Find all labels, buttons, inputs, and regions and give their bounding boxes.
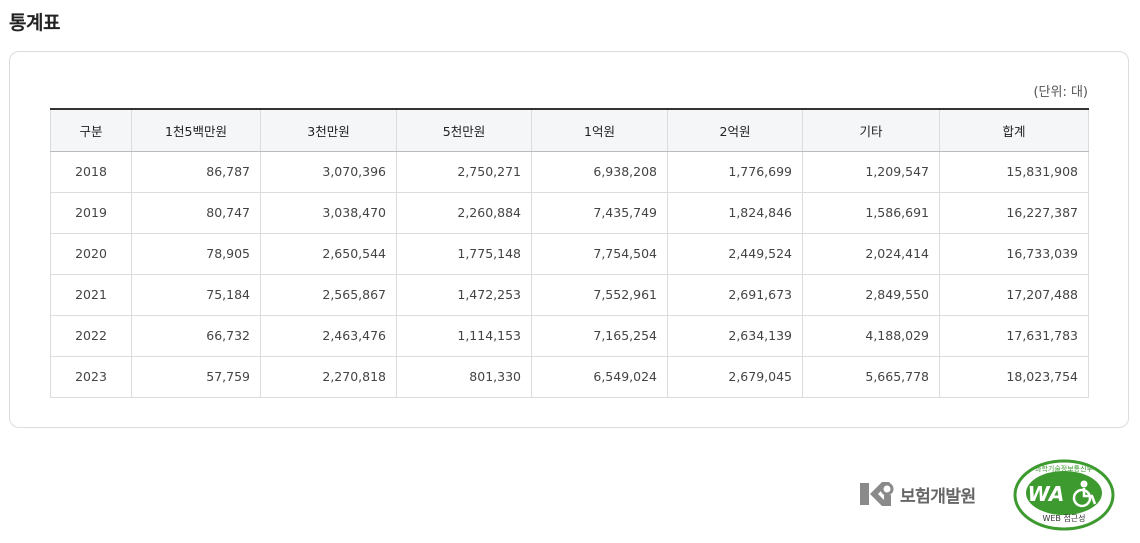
value-cell: 18,023,754 bbox=[939, 356, 1089, 398]
value-cell: 86,787 bbox=[131, 151, 261, 193]
year-cell: 2018 bbox=[50, 151, 132, 193]
year-cell: 2019 bbox=[50, 192, 132, 234]
value-cell: 4,188,029 bbox=[802, 315, 940, 357]
value-cell: 7,552,961 bbox=[531, 274, 668, 316]
value-cell: 1,824,846 bbox=[667, 192, 803, 234]
value-cell: 57,759 bbox=[131, 356, 261, 398]
value-cell: 1,775,148 bbox=[396, 233, 532, 275]
column-header: 1천5백만원 bbox=[131, 108, 261, 152]
value-cell: 2,849,550 bbox=[802, 274, 940, 316]
column-header: 합계 bbox=[939, 108, 1089, 152]
column-header: 기타 bbox=[802, 108, 940, 152]
value-cell: 1,472,253 bbox=[396, 274, 532, 316]
value-cell: 2,024,414 bbox=[802, 233, 940, 275]
value-cell: 1,776,699 bbox=[667, 151, 803, 193]
badge-bottom-text: WEB 접근성 bbox=[1042, 513, 1085, 523]
value-cell: 80,747 bbox=[131, 192, 261, 234]
kidi-logo[interactable]: 보험개발원 bbox=[860, 480, 976, 508]
value-cell: 1,586,691 bbox=[802, 192, 940, 234]
table-row: 2020 78,905 2,650,544 1,775,148 7,754,504 2,4… bbox=[50, 233, 1089, 275]
value-cell: 16,733,039 bbox=[939, 233, 1089, 275]
column-header: 1억원 bbox=[531, 108, 668, 152]
value-cell: 7,165,254 bbox=[531, 315, 668, 357]
table-row: 2018 86,787 3,070,396 2,750,271 6,938,208 1,7… bbox=[50, 151, 1089, 193]
year-cell: 2021 bbox=[50, 274, 132, 316]
value-cell: 6,549,024 bbox=[531, 356, 668, 398]
stats-card: (단위: 대) 구분 1천5백만원 3천만원 5천만원 1억원 2억원 기타 합… bbox=[9, 51, 1129, 428]
table-header-row: 구분 1천5백만원 3천만원 5천만원 1억원 2억원 기타 합계 bbox=[50, 108, 1089, 152]
value-cell: 2,565,867 bbox=[260, 274, 397, 316]
value-cell: 5,665,778 bbox=[802, 356, 940, 398]
value-cell: 66,732 bbox=[131, 315, 261, 357]
value-cell: 1,209,547 bbox=[802, 151, 940, 193]
table-row: 2021 75,184 2,565,867 1,472,253 7,552,961 2,6… bbox=[50, 274, 1089, 316]
value-cell: 7,435,749 bbox=[531, 192, 668, 234]
column-header: 3천만원 bbox=[260, 108, 397, 152]
value-cell: 2,650,544 bbox=[260, 233, 397, 275]
org-name: 보험개발원 bbox=[900, 486, 976, 507]
web-accessibility-badge-icon[interactable]: 과학기술정보통신부 WA WEB 접근성 bbox=[1012, 458, 1116, 532]
column-header: 구분 bbox=[50, 108, 132, 152]
value-cell: 2,449,524 bbox=[667, 233, 803, 275]
value-cell: 2,691,673 bbox=[667, 274, 803, 316]
value-cell: 2,463,476 bbox=[260, 315, 397, 357]
value-cell: 6,938,208 bbox=[531, 151, 668, 193]
value-cell: 17,207,488 bbox=[939, 274, 1089, 316]
unit-label: (단위: 대) bbox=[1033, 85, 1088, 100]
column-header: 2억원 bbox=[667, 108, 803, 152]
value-cell: 15,831,908 bbox=[939, 151, 1089, 193]
value-cell: 2,260,884 bbox=[396, 192, 532, 234]
value-cell: 3,038,470 bbox=[260, 192, 397, 234]
page-title: 통계표 bbox=[9, 12, 60, 34]
value-cell: 2,270,818 bbox=[260, 356, 397, 398]
year-cell: 2023 bbox=[50, 356, 132, 398]
value-cell: 75,184 bbox=[131, 274, 261, 316]
value-cell: 3,070,396 bbox=[260, 151, 397, 193]
value-cell: 2,679,045 bbox=[667, 356, 803, 398]
table-row: 2019 80,747 3,038,470 2,260,884 7,435,749 1,8… bbox=[50, 192, 1089, 234]
value-cell: 1,114,153 bbox=[396, 315, 532, 357]
year-cell: 2020 bbox=[50, 233, 132, 275]
value-cell: 17,631,783 bbox=[939, 315, 1089, 357]
value-cell: 2,634,139 bbox=[667, 315, 803, 357]
stats-table: 구분 1천5백만원 3천만원 5천만원 1억원 2억원 기타 합계 2018 86… bbox=[50, 108, 1089, 398]
value-cell: 2,750,271 bbox=[396, 151, 532, 193]
table-row: 2023 57,759 2,270,818 801,330 6,549,024 2,679… bbox=[50, 356, 1089, 398]
table-row: 2022 66,732 2,463,476 1,114,153 7,165,254 2,6… bbox=[50, 315, 1089, 357]
value-cell: 7,754,504 bbox=[531, 233, 668, 275]
badge-mark-text: WA bbox=[1028, 482, 1065, 506]
badge-top-text: 과학기술정보통신부 bbox=[1035, 464, 1094, 473]
value-cell: 801,330 bbox=[396, 356, 532, 398]
value-cell: 16,227,387 bbox=[939, 192, 1089, 234]
kidi-logo-icon bbox=[860, 482, 894, 506]
year-cell: 2022 bbox=[50, 315, 132, 357]
value-cell: 78,905 bbox=[131, 233, 261, 275]
column-header: 5천만원 bbox=[396, 108, 532, 152]
